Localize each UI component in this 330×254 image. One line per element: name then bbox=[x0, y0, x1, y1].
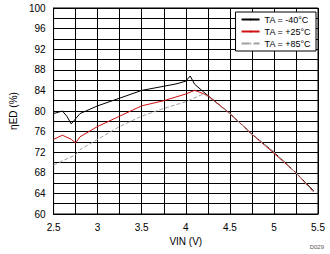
svg-text:TA = -40°C: TA = -40°C bbox=[265, 15, 309, 25]
svg-text:ηED (%): ηED (%) bbox=[8, 92, 19, 130]
svg-text:64: 64 bbox=[34, 188, 46, 199]
svg-text:2.5: 2.5 bbox=[47, 222, 61, 233]
svg-text:D029: D029 bbox=[310, 244, 325, 250]
svg-text:3: 3 bbox=[95, 222, 101, 233]
svg-text:TA = +85°C: TA = +85°C bbox=[265, 39, 311, 49]
svg-text:60: 60 bbox=[34, 209, 46, 220]
svg-text:68: 68 bbox=[34, 167, 46, 178]
svg-text:VIN (V): VIN (V) bbox=[169, 236, 202, 247]
svg-text:88: 88 bbox=[34, 64, 46, 75]
svg-text:96: 96 bbox=[34, 23, 46, 34]
svg-text:5.5: 5.5 bbox=[311, 222, 325, 233]
svg-text:4.5: 4.5 bbox=[223, 222, 237, 233]
svg-text:4: 4 bbox=[183, 222, 189, 233]
svg-text:3.5: 3.5 bbox=[135, 222, 149, 233]
svg-text:100: 100 bbox=[29, 3, 46, 14]
svg-text:72: 72 bbox=[34, 147, 46, 158]
svg-text:TA = +25°C: TA = +25°C bbox=[265, 27, 311, 37]
svg-text:84: 84 bbox=[34, 85, 46, 96]
svg-text:80: 80 bbox=[34, 106, 46, 117]
svg-text:92: 92 bbox=[34, 44, 46, 55]
svg-text:76: 76 bbox=[34, 126, 46, 137]
svg-text:5: 5 bbox=[271, 222, 277, 233]
